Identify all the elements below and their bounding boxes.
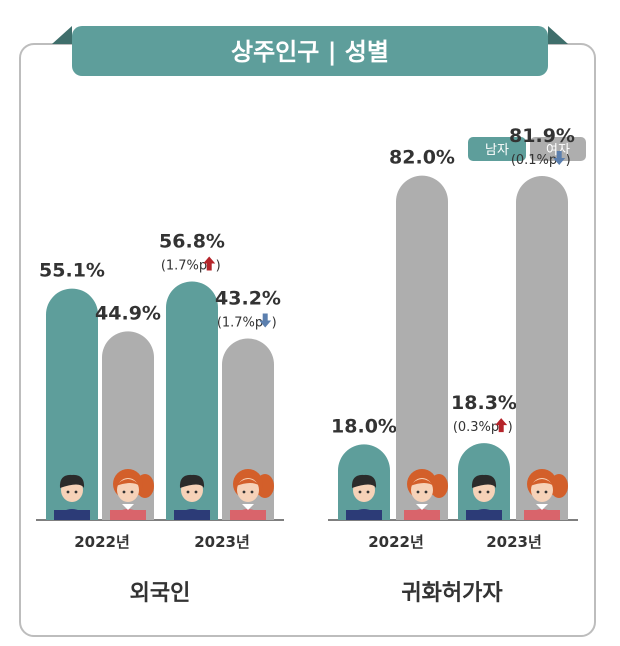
x-tick-label: 2022년 [368,533,424,551]
data-label: 18.0% [331,415,397,437]
hair [179,474,205,488]
title-fold-right [548,26,568,44]
group-label: 귀화허가자 [401,581,503,606]
female-avatar-icon [524,469,568,520]
eye [74,490,78,494]
eye [122,490,126,494]
female-avatar-icon [230,469,274,520]
eye [130,490,134,494]
data-label: 56.8% [159,230,225,252]
bar-group-1: 18.0% 82.0% 2022년 18.3% (0.3%p) 81.9% (0.1%p) 2… [328,125,578,606]
eye [186,490,190,494]
face [117,478,139,502]
title-fold-left [52,26,72,44]
change-label: (0.3%p [453,420,499,435]
male-avatar-icon [174,474,210,520]
bar-male [46,288,98,520]
group-label: 외국인 [130,581,191,606]
eye [544,490,548,494]
collar [536,504,548,510]
x-tick-label: 2022년 [74,533,130,551]
shirt-body [174,510,210,520]
bar-group-0: 55.1% 44.9% 2022년 56.8% (1.7%p) 43.2% (1.7%p) 2… [36,230,284,606]
legend-swatch-male [468,137,526,161]
collar [122,504,134,510]
shirt-body [230,510,266,520]
shirt-body [346,510,382,520]
eye [66,490,70,494]
title-banner: 상주인구 | 성별 [52,26,568,76]
x-tick-label: 2023년 [486,533,542,551]
female-avatar-icon [110,469,154,520]
bangs [410,479,434,486]
hair [471,474,497,488]
data-label: 82.0% [389,147,455,169]
bar-male [166,281,219,520]
data-label: 44.9% [95,302,161,324]
bar-female [222,338,274,520]
hair [59,474,85,488]
male-avatar-icon [466,474,502,520]
bangs [530,479,554,486]
face [411,478,433,502]
shirt-body [404,510,440,520]
eye [416,490,420,494]
change-paren: ) [272,316,277,331]
shirt-body [466,510,502,520]
shirt-body [524,510,560,520]
face [237,478,259,502]
arrow-up-icon [495,418,508,433]
change-paren: ) [216,258,221,273]
change-label: (1.7%p [217,316,263,331]
legend-label-female: 여자 [546,143,570,158]
eye [194,490,198,494]
bangs [236,479,260,486]
arrow-down-icon [259,313,272,328]
change-label: (1.7%p [161,258,207,273]
x-tick-label: 2023년 [194,533,250,551]
eye [366,490,370,494]
data-label: 43.2% [215,288,281,310]
male-avatar-icon [346,474,382,520]
bars-layer: 55.1% 44.9% 2022년 56.8% (1.7%p) 43.2% (1.7%p) 2… [36,125,578,606]
data-label: 55.1% [39,260,105,282]
eye [250,490,254,494]
collar [416,504,428,510]
shirt-body [54,510,90,520]
hair [351,474,377,488]
bar-female [516,176,568,520]
eye [478,490,482,494]
shirt-body [110,510,146,520]
eye [424,490,428,494]
male-avatar-icon [54,474,90,520]
eye [486,490,490,494]
change-paren: ) [566,153,571,168]
arrow-up-icon [203,256,216,271]
title-bg [72,26,548,76]
face [531,478,553,502]
legend: 남자 여자 [468,137,586,161]
arrow-down-icon [553,151,566,166]
collar [242,504,254,510]
eye [536,490,540,494]
bar-female [102,331,154,520]
page-title: 상주인구 | 성별 [231,38,389,66]
legend-swatch-female [530,137,586,161]
data-label: 18.3% [451,392,517,414]
bangs [116,479,140,486]
legend-label-male: 남자 [485,143,509,158]
bar-female [396,175,448,520]
data-label: 81.9% [509,125,575,147]
female-avatar-icon [404,469,448,520]
eye [358,490,362,494]
eye [242,490,246,494]
change-paren: ) [508,420,513,435]
change-label: (0.1%p [511,153,557,168]
